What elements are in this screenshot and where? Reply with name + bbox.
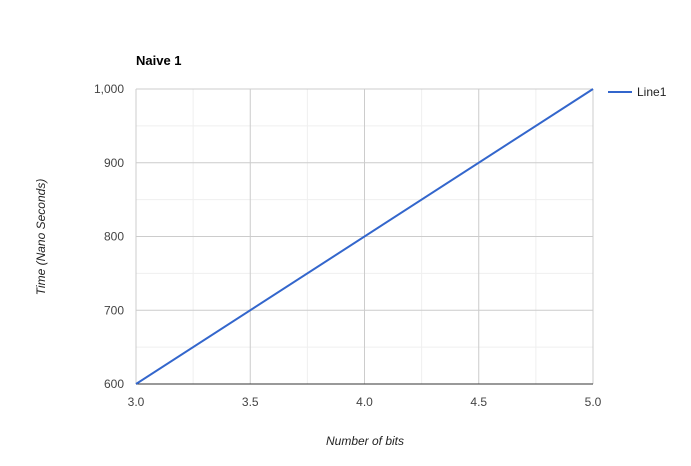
legend-label: Line1 — [637, 85, 667, 99]
y-tick-label: 900 — [104, 156, 124, 170]
y-axis-title: Time (Nano Seconds) — [34, 179, 48, 296]
y-tick-labels: 600 700 800 900 1,000 — [94, 82, 124, 391]
x-tick-label: 5.0 — [585, 395, 602, 409]
x-tick-label: 3.5 — [242, 395, 259, 409]
x-tick-label: 3.0 — [128, 395, 145, 409]
y-tick-label: 700 — [104, 303, 124, 317]
chart-title: Naive 1 — [136, 53, 182, 68]
legend: Line1 — [608, 85, 667, 99]
x-tick-labels: 3.0 3.5 4.0 4.5 5.0 — [128, 395, 602, 409]
series-line-line1 — [135, 88, 594, 385]
x-tick-label: 4.0 — [356, 395, 373, 409]
y-tick-label: 800 — [104, 230, 124, 244]
x-tick-label: 4.5 — [470, 395, 487, 409]
series-layer — [135, 88, 594, 385]
major-gridlines — [135, 88, 594, 385]
x-axis-title: Number of bits — [326, 434, 404, 448]
y-tick-label: 1,000 — [94, 82, 124, 96]
y-tick-label: 600 — [104, 377, 124, 391]
